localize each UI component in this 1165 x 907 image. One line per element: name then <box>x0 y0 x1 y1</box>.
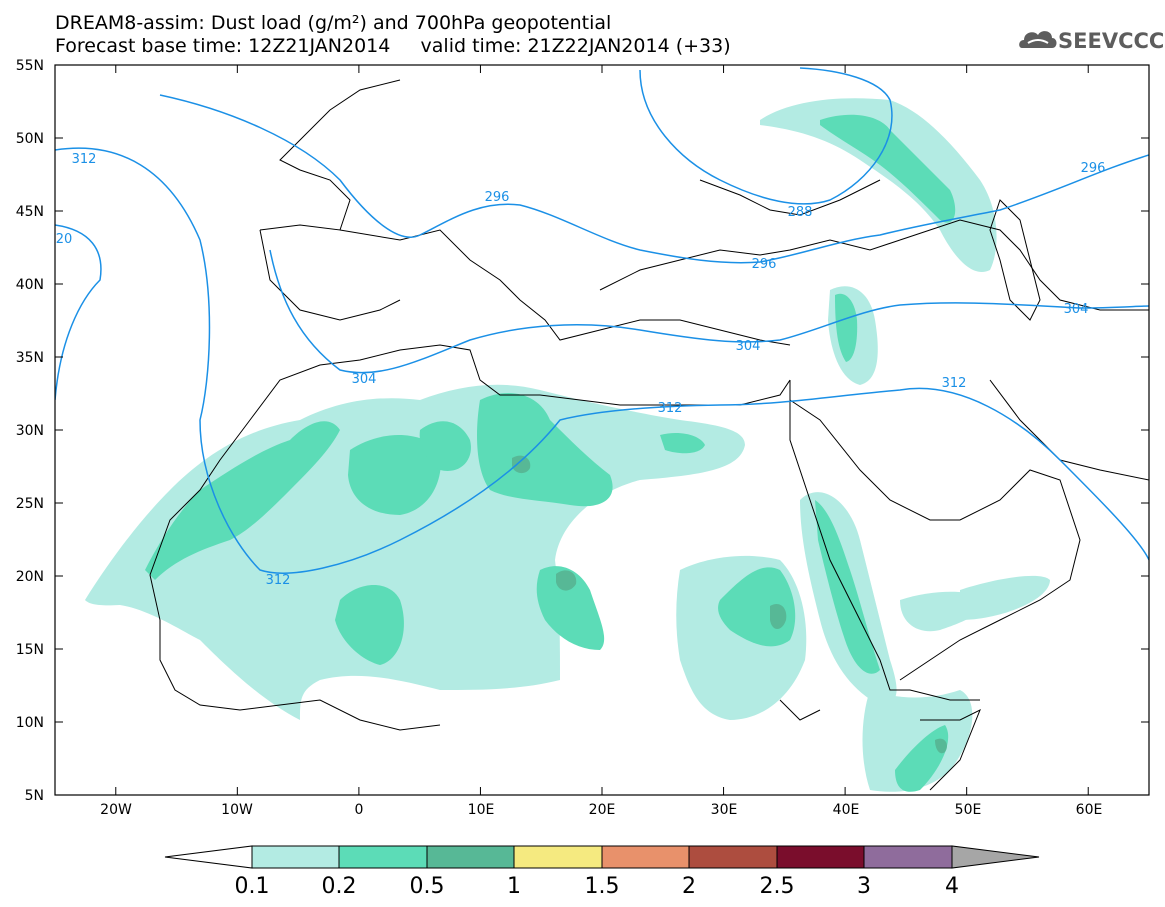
colorbar-high-arrow <box>951 845 1040 869</box>
contour-label: 304 <box>736 339 761 354</box>
dust-fill-layer <box>85 98 1050 792</box>
colorbar-label: 3 <box>857 874 871 899</box>
lat-label: 25N <box>16 496 44 512</box>
lat-label: 45N <box>16 204 44 220</box>
latitude-labels: 55N 50N 45N 40N 35N 30N 25N 20N 15N 10N … <box>16 58 44 804</box>
colorbar-label: 4 <box>945 874 959 899</box>
lon-label: 60E <box>1076 802 1103 818</box>
contour-label: 296 <box>1081 161 1106 176</box>
colorbar-box-4 <box>601 845 690 869</box>
colorbar-low-arrow <box>164 845 253 869</box>
colorbar-label: 0.1 <box>235 874 270 899</box>
colorbar-label: 2.5 <box>760 874 795 899</box>
colorbar-label: 1 <box>507 874 521 899</box>
colorbar-box-6 <box>776 845 865 869</box>
contour-label: 304 <box>1064 302 1089 317</box>
contour-label: 312 <box>658 401 683 416</box>
lon-label: 30E <box>711 802 738 818</box>
lon-label: 10E <box>468 802 495 818</box>
contour-label: 312 <box>266 573 291 588</box>
colorbar <box>164 845 1040 869</box>
axis-ticks <box>55 64 1149 796</box>
contour-label: 312 <box>942 376 967 391</box>
contour-label: 20 <box>56 232 73 247</box>
colorbar-labels: 0.1 0.2 0.5 1 1.5 2 2.5 3 4 <box>235 874 960 899</box>
contour-label: 288 <box>788 205 813 220</box>
coastline-layer <box>149 79 1149 791</box>
contour-label: 296 <box>752 257 777 272</box>
colorbar-box-7 <box>863 845 953 869</box>
contour-label: 312 <box>72 152 97 167</box>
contour-label: 296 <box>485 190 510 205</box>
lat-label: 10N <box>16 715 44 731</box>
colorbar-box-5 <box>688 845 778 869</box>
lon-label: 10W <box>221 802 253 818</box>
colorbar-label: 2 <box>682 874 696 899</box>
lon-label: 20E <box>589 802 616 818</box>
contour-labels-layer: 312 20 296 288 296 304 304 312 312 296 3… <box>56 152 1106 588</box>
geopotential-contours <box>55 67 1149 574</box>
lat-label: 50N <box>16 131 44 147</box>
colorbar-box-0 <box>251 845 340 869</box>
colorbar-label: 1.5 <box>585 874 620 899</box>
map-title: DREAM8-assim: Dust load (g/m²) and 700hP… <box>55 12 612 34</box>
lat-label: 20N <box>16 569 44 585</box>
lat-label: 30N <box>16 423 44 439</box>
colorbar-box-3 <box>513 845 603 869</box>
contour-label: 304 <box>352 372 377 387</box>
colorbar-label: 0.5 <box>410 874 445 899</box>
longitude-labels: 20W 10W 0 10E 20E 30E 40E 50E 60E <box>100 802 1102 818</box>
lat-label: 55N <box>16 58 44 74</box>
lon-label: 40E <box>833 802 860 818</box>
forecast-time-line: Forecast base time: 12Z21JAN2014 valid t… <box>55 35 731 57</box>
lat-label: 40N <box>16 277 44 293</box>
cloud-logo-icon <box>1019 31 1057 48</box>
lat-label: 35N <box>16 350 44 366</box>
colorbar-box-2 <box>426 845 515 869</box>
seevccc-logo-text: SEEVCCC <box>1058 29 1165 53</box>
lon-label: 50E <box>955 802 982 818</box>
lon-label: 0 <box>355 802 364 818</box>
colorbar-label: 0.2 <box>322 874 357 899</box>
lat-label: 5N <box>25 788 44 804</box>
lon-label: 20W <box>100 802 132 818</box>
colorbar-box-1 <box>338 845 428 869</box>
lat-label: 15N <box>16 642 44 658</box>
